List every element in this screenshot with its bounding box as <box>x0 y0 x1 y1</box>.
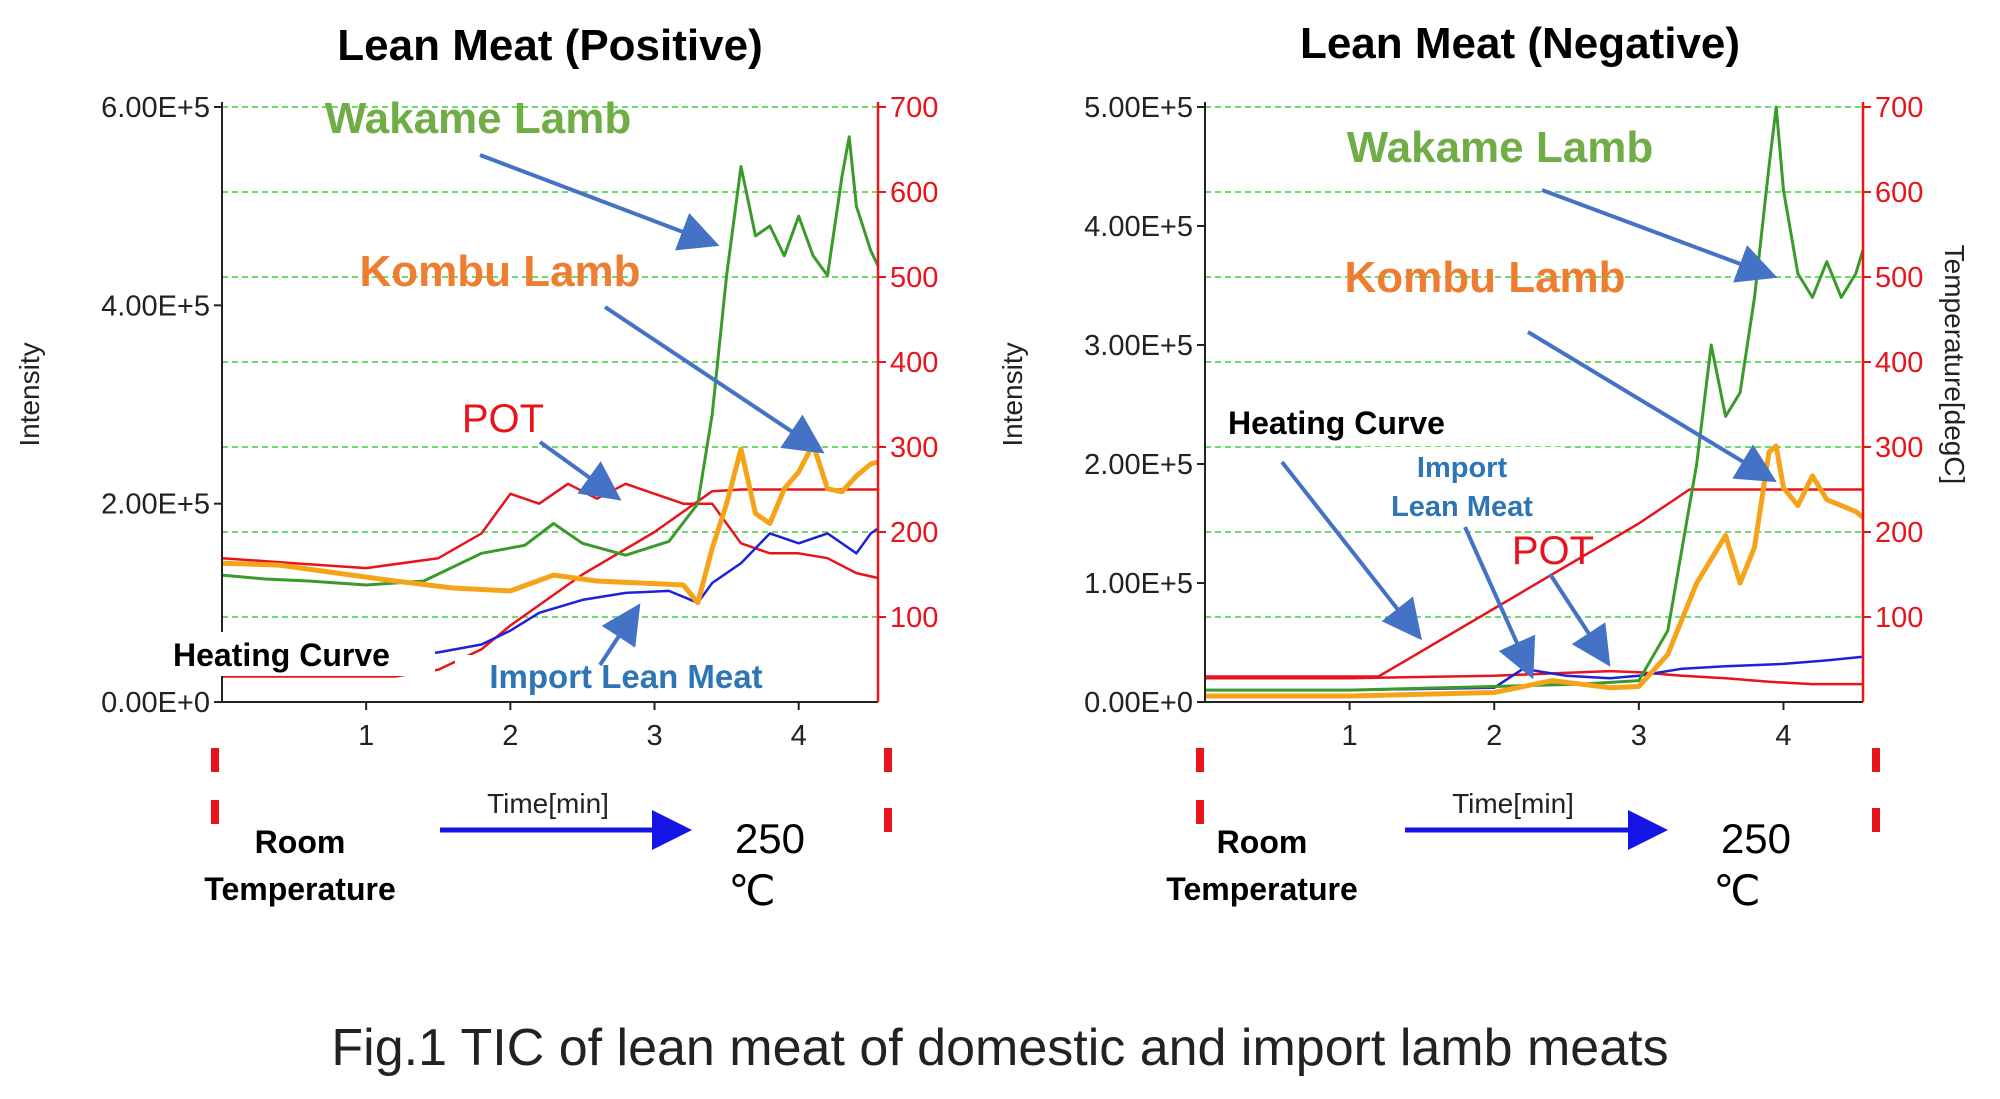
y2-tick-label: 400 <box>1875 347 1923 379</box>
axes: 0.00E+0 2.00E+5 4.00E+5 6.00E+5 100 200 300 400… <box>14 92 938 752</box>
start-marker <box>211 800 219 824</box>
y-tick-label: 2.00E+5 <box>101 489 210 521</box>
y-tick-label: 5.00E+5 <box>1084 92 1193 124</box>
chart-title: Lean Meat (Positive) <box>337 21 762 70</box>
y2-tick-label: 600 <box>1875 177 1923 209</box>
room-label: Temperature <box>204 871 395 907</box>
x-tick-label: 3 <box>646 720 662 752</box>
end-marker <box>884 808 892 832</box>
arrow-wakame <box>1541 188 1778 283</box>
x-axis-label: Time[min] <box>1452 788 1574 819</box>
x-tick-label: 1 <box>358 720 374 752</box>
end-temp: 250 <box>1721 815 1791 862</box>
x-tick-label: 4 <box>791 720 807 752</box>
y2-tick-label: 300 <box>890 432 938 464</box>
chart-negative: Lean Meat (Negative) 0.00E+0 1.00E+5 2.00E… <box>997 19 1970 914</box>
series-heating <box>1205 488 1863 678</box>
series-kombu <box>221 441 879 606</box>
chart-title: Lean Meat (Negative) <box>1300 19 1740 68</box>
label-wakame: Wakame Lamb <box>1347 123 1653 172</box>
label-wakame: Wakame Lamb <box>325 94 631 143</box>
y2-tick-label: 200 <box>1875 517 1923 549</box>
y-tick-label: 2.00E+5 <box>1084 449 1193 481</box>
room-label: Room <box>1217 824 1308 860</box>
arrow-pot <box>538 440 622 501</box>
x-tick-label: 1 <box>1342 720 1358 752</box>
chart-positive: Lean Meat (Positive) 0.00E+0 2.00E+5 4.00E… <box>14 21 938 914</box>
end-marker <box>1872 808 1880 832</box>
y2-tick-label: 600 <box>890 177 938 209</box>
y2-tick-label: 500 <box>890 262 938 294</box>
label-pot: POT <box>462 397 544 441</box>
series-pot <box>1205 669 1863 686</box>
arrow-import <box>1463 526 1536 680</box>
label-heating-bg <box>165 632 435 676</box>
y2-tick-label: 400 <box>890 347 938 379</box>
x-tick-label: 3 <box>1631 720 1647 752</box>
y2-axis-label: Temperature[degC] <box>1939 245 1970 485</box>
series-import <box>221 527 879 664</box>
figure-caption: Fig.1 TIC of lean meat of domestic and i… <box>331 1019 1668 1077</box>
arrow-kombu <box>1526 330 1777 483</box>
label-import: Import Lean Meat <box>489 658 762 695</box>
y2-tick-label: 100 <box>890 602 938 634</box>
y-tick-label: 0.00E+0 <box>1084 687 1193 719</box>
y2-tick-label: 200 <box>890 517 938 549</box>
label-pot: POT <box>1512 529 1594 573</box>
label-kombu: Kombu Lamb <box>1344 253 1625 302</box>
room-label: Temperature <box>1166 871 1357 907</box>
arrow-import <box>598 603 641 667</box>
series-wakame <box>1205 105 1865 692</box>
y-tick-label: 1.00E+5 <box>1084 568 1193 600</box>
series-layer <box>221 135 880 678</box>
arrow-kombu <box>603 305 825 454</box>
end-temp: 250 <box>735 815 805 862</box>
label-heating: Heating Curve <box>1228 405 1445 441</box>
end-marker <box>884 748 892 772</box>
x-tick-label: 2 <box>1486 720 1502 752</box>
end-temp-unit: ℃ <box>728 867 775 914</box>
x-tick-label: 2 <box>502 720 518 752</box>
y-tick-label: 3.00E+5 <box>1084 330 1193 362</box>
y-tick-label: 4.00E+5 <box>101 290 210 322</box>
label-kombu: Kombu Lamb <box>359 247 640 296</box>
series-kombu <box>1205 443 1865 699</box>
y-tick-label: 0.00E+0 <box>101 687 210 719</box>
y2-tick-label: 300 <box>1875 432 1923 464</box>
label-import-bg <box>1365 447 1565 525</box>
y-tick-label: 6.00E+5 <box>101 92 210 124</box>
series-pot <box>221 482 879 580</box>
y-axis-label: Intensity <box>997 342 1028 446</box>
series-layer <box>1205 105 1865 699</box>
label-heating: Heating Curve <box>173 637 390 673</box>
y2-tick-label: 700 <box>890 92 938 124</box>
end-marker <box>1872 748 1880 772</box>
start-marker <box>211 748 219 772</box>
series-wakame <box>221 135 880 587</box>
arrow-wakame <box>479 153 720 251</box>
arrow-heating <box>1280 460 1422 641</box>
y2-tick-label: 100 <box>1875 602 1923 634</box>
x-tick-label: 4 <box>1775 720 1791 752</box>
axes: 0.00E+0 1.00E+5 2.00E+5 3.00E+5 4.00E+5 5.00E… <box>997 92 1970 752</box>
y-tick-label: 4.00E+5 <box>1084 211 1193 243</box>
room-label: Room <box>255 824 346 860</box>
label-import-bg <box>455 655 795 699</box>
start-marker <box>1196 748 1204 772</box>
x-axis-label: Time[min] <box>487 788 609 819</box>
y-axis-label: Intensity <box>14 342 45 446</box>
y2-tick-label: 500 <box>1875 262 1923 294</box>
label-import: Lean Meat <box>1391 491 1533 523</box>
label-import: Import <box>1417 452 1508 484</box>
start-marker <box>1196 800 1204 824</box>
end-temp-unit: ℃ <box>1713 867 1760 914</box>
y2-tick-label: 700 <box>1875 92 1923 124</box>
arrow-pot <box>1548 572 1611 667</box>
